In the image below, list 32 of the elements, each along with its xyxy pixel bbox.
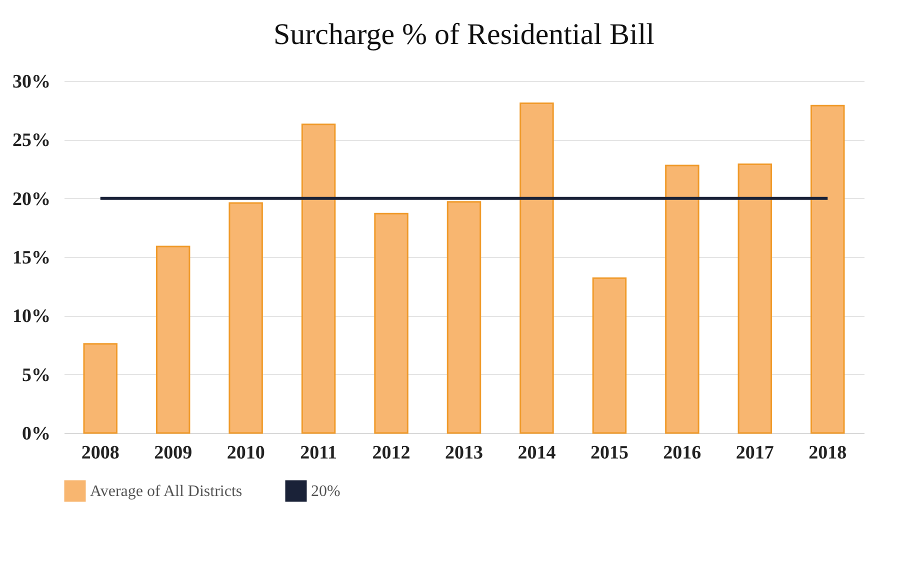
- bar: [810, 104, 845, 434]
- bar: [83, 343, 118, 434]
- y-tick-label: 10%: [12, 306, 50, 328]
- x-tick-label: 2009: [154, 442, 192, 464]
- x-tick-label: 2015: [590, 442, 628, 464]
- x-tick-label: 2017: [736, 442, 774, 464]
- x-tick-label: 2008: [81, 442, 120, 464]
- y-tick-label: 20%: [12, 188, 50, 210]
- x-tick-label: 2018: [808, 442, 847, 464]
- bar: [228, 202, 263, 434]
- bar: [374, 212, 408, 434]
- x-tick-label: 2011: [300, 442, 338, 464]
- y-tick-label: 30%: [12, 72, 50, 92]
- legend-label: 20%: [311, 483, 340, 500]
- y-tick-label: 5%: [22, 364, 50, 386]
- y-tick-label: 0%: [22, 424, 50, 444]
- x-tick-label: 2010: [226, 442, 265, 464]
- chart-title: Surcharge % of Residential Bill: [273, 18, 655, 51]
- bar: [738, 164, 772, 434]
- y-tick-label: 25%: [12, 130, 50, 152]
- bar: [446, 201, 482, 434]
- bar: [520, 102, 554, 434]
- bar: [156, 246, 190, 434]
- x-tick-label: 2012: [372, 442, 410, 464]
- bar: [665, 164, 700, 434]
- legend-label: Average of All Districts: [90, 483, 242, 500]
- y-tick-label: 15%: [12, 248, 50, 268]
- bar: [592, 277, 627, 434]
- x-tick-label: 2016: [663, 442, 702, 464]
- x-tick-label: 2014: [518, 442, 556, 464]
- x-tick-label: 2013: [445, 442, 483, 464]
- bar: [301, 124, 336, 434]
